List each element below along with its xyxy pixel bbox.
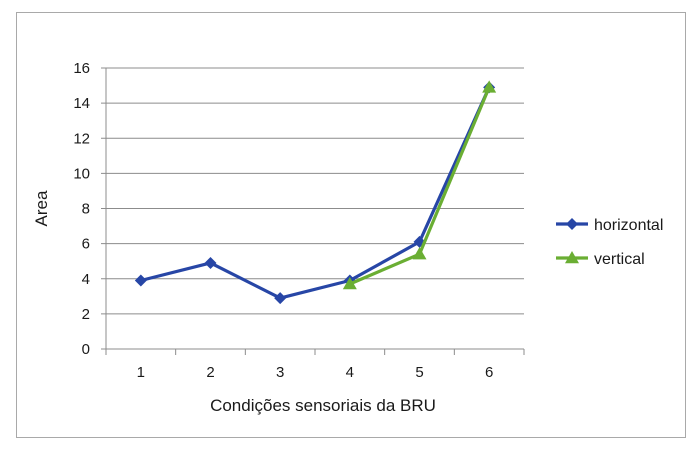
- data-point-horizontal: [134, 274, 147, 287]
- y-tick-label: 14: [73, 95, 90, 112]
- legend-marker: [566, 218, 578, 230]
- series-vertical: [342, 80, 497, 290]
- data-point-vertical: [482, 80, 497, 93]
- series-lines: [134, 80, 497, 305]
- x-tick-label: 6: [485, 364, 493, 381]
- x-axis-title: Condições sensoriais da BRU: [210, 396, 436, 415]
- y-tick-label: 16: [73, 60, 90, 77]
- gridlines: [106, 67, 524, 315]
- data-point-horizontal: [274, 292, 287, 305]
- y-tick-label: 10: [73, 165, 90, 182]
- x-tick-label: 3: [276, 364, 284, 381]
- legend-item-horizontal: horizontal: [556, 217, 663, 234]
- legend-label: vertical: [594, 251, 645, 268]
- legend-item-vertical: vertical: [556, 251, 645, 268]
- data-point-vertical: [412, 247, 427, 260]
- y-tick-label: 2: [82, 306, 90, 323]
- y-tick-label: 0: [82, 341, 90, 358]
- x-tick-label: 5: [415, 364, 423, 381]
- y-tick-label: 4: [82, 271, 90, 288]
- series-horizontal: [134, 81, 496, 305]
- y-tick-label: 6: [82, 236, 90, 253]
- legend: horizontal vertical: [556, 217, 663, 268]
- data-point-horizontal: [204, 256, 217, 269]
- x-tick-label: 1: [137, 364, 145, 381]
- x-tick-label: 4: [346, 364, 354, 381]
- y-tick-label: 12: [73, 130, 90, 147]
- y-tick-label: 8: [82, 201, 90, 218]
- y-axis-title: Area: [32, 190, 51, 226]
- x-tick-label: 2: [206, 364, 214, 381]
- series-line-horizontal: [140, 86, 491, 300]
- data-point-vertical: [342, 277, 357, 290]
- legend-marker: [565, 251, 579, 264]
- legend-label: horizontal: [594, 217, 663, 234]
